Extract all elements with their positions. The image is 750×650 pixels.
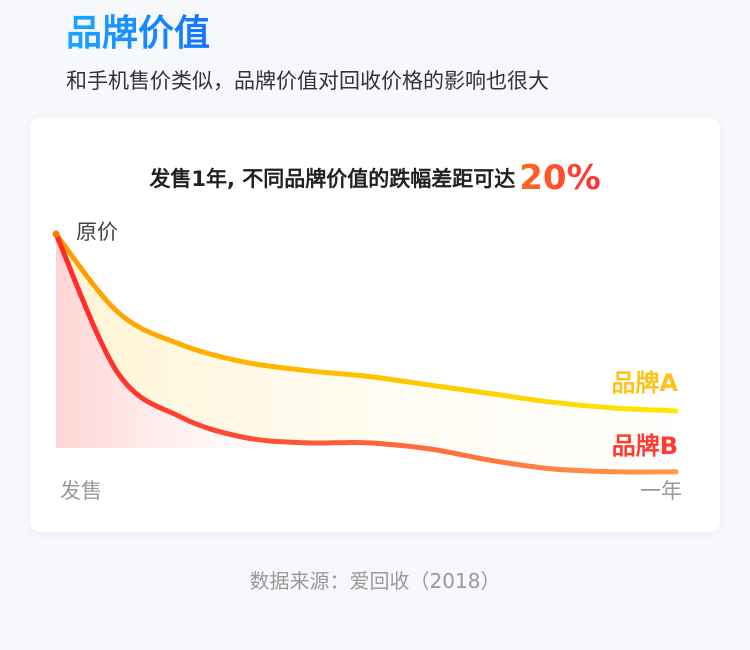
data-source-note: 数据来源：爱回收（2018） bbox=[249, 569, 501, 593]
start-price-label: 原价 bbox=[76, 220, 118, 244]
origin-point bbox=[52, 230, 60, 238]
headline-highlight: 20% bbox=[519, 158, 601, 198]
x-axis-label-end: 一年 bbox=[640, 479, 682, 503]
brand-a-label: 品牌A bbox=[611, 369, 678, 397]
headline-text: 发售1年, 不同品牌价值的跌幅差距可达 bbox=[149, 167, 516, 191]
page-subtitle: 和手机售价类似，品牌价值对回收价格的影响也很大 bbox=[66, 69, 549, 93]
brand-gap-area bbox=[56, 234, 676, 473]
x-axis-label-start: 发售 bbox=[60, 479, 102, 503]
page-title: 品牌价值 bbox=[66, 13, 211, 54]
brand-b-line bbox=[53, 231, 679, 475]
brand-b-label: 品牌B bbox=[612, 432, 678, 460]
brand-a-line bbox=[53, 231, 679, 414]
chart-headline: 发售1年, 不同品牌价值的跌幅差距可达 20% bbox=[0, 160, 750, 197]
